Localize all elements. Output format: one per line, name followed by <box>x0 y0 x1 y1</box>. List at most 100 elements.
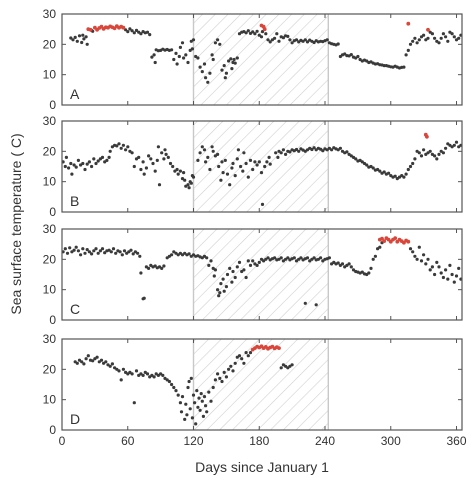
data-point <box>117 142 121 146</box>
data-point <box>84 357 88 361</box>
x-axis-label: Days since January 1 <box>195 459 329 475</box>
data-point <box>117 369 121 373</box>
data-point <box>424 262 428 266</box>
data-point <box>141 373 145 377</box>
data-point <box>292 256 296 260</box>
panel-frame <box>61 228 463 321</box>
data-point <box>161 373 165 377</box>
data-point <box>236 148 240 152</box>
data-point <box>76 249 80 253</box>
data-point <box>139 271 143 275</box>
data-point <box>190 416 194 420</box>
data-point <box>327 256 331 260</box>
data-point <box>65 251 70 255</box>
data-point <box>81 161 85 166</box>
data-point <box>205 410 209 414</box>
data-point <box>155 158 159 162</box>
shaded-period <box>193 229 329 320</box>
data-point <box>417 151 421 155</box>
data-point <box>77 34 82 38</box>
data-point <box>240 357 244 361</box>
data-point <box>114 251 118 255</box>
data-point <box>369 266 373 270</box>
data-point <box>151 161 155 166</box>
data-point <box>340 262 345 266</box>
panel-label: A <box>70 86 80 102</box>
data-point <box>216 38 220 42</box>
data-point <box>198 408 202 412</box>
data-point <box>417 38 421 42</box>
data-point <box>132 31 136 35</box>
data-point <box>231 161 235 166</box>
data-point <box>126 30 130 34</box>
data-point <box>219 282 223 286</box>
data-point <box>244 161 248 166</box>
data-point <box>433 154 437 158</box>
data-point <box>284 152 288 156</box>
data-point <box>265 160 269 164</box>
data-point <box>186 183 190 187</box>
data-point <box>452 280 456 284</box>
data-point <box>433 272 437 277</box>
data-point <box>290 41 294 45</box>
data-point <box>70 172 74 176</box>
data-point <box>275 32 279 36</box>
data-point <box>110 362 114 366</box>
data-point <box>419 154 424 158</box>
data-point <box>121 143 125 147</box>
data-point <box>126 145 130 149</box>
data-point <box>165 378 169 382</box>
data-point <box>176 393 180 397</box>
data-point <box>255 163 259 167</box>
data-point <box>228 183 232 187</box>
data-point <box>268 162 272 166</box>
data-point <box>69 161 73 166</box>
data-point <box>82 37 86 41</box>
y-tick-label: 30 <box>43 114 57 128</box>
data-point <box>72 248 76 252</box>
highlight-point <box>425 134 429 139</box>
data-point <box>178 401 182 405</box>
data-point <box>382 170 386 174</box>
data-point <box>424 152 428 156</box>
data-point <box>77 358 82 362</box>
data-point <box>200 70 204 74</box>
data-point <box>441 32 445 36</box>
data-point <box>137 155 141 159</box>
data-point <box>415 257 419 261</box>
data-point <box>178 45 182 50</box>
data-point <box>197 396 201 400</box>
data-point <box>222 370 226 374</box>
panel-label: D <box>70 411 80 427</box>
data-point <box>187 186 191 190</box>
data-point <box>222 64 226 68</box>
data-point <box>81 33 85 37</box>
data-point <box>336 42 340 46</box>
highlight-point <box>262 27 267 32</box>
y-tick-label: 20 <box>43 252 57 266</box>
data-point <box>382 64 386 68</box>
data-point <box>122 249 127 253</box>
data-point <box>90 164 94 169</box>
data-point <box>145 30 150 34</box>
data-point <box>260 30 265 34</box>
data-point <box>91 359 95 363</box>
data-point <box>260 202 265 206</box>
data-point <box>189 376 193 380</box>
data-point <box>286 34 290 39</box>
data-point <box>437 265 441 269</box>
y-tick-label: 10 <box>43 283 57 297</box>
data-point <box>308 259 312 263</box>
data-point <box>268 40 272 44</box>
data-point <box>246 354 250 358</box>
data-point <box>164 152 168 156</box>
data-point <box>277 39 281 43</box>
data-point <box>108 364 112 368</box>
data-point <box>144 166 148 170</box>
data-point <box>131 252 135 256</box>
data-point <box>176 172 180 176</box>
data-point <box>184 402 188 406</box>
data-point <box>224 285 228 289</box>
data-point <box>411 39 415 43</box>
data-point <box>428 268 432 272</box>
